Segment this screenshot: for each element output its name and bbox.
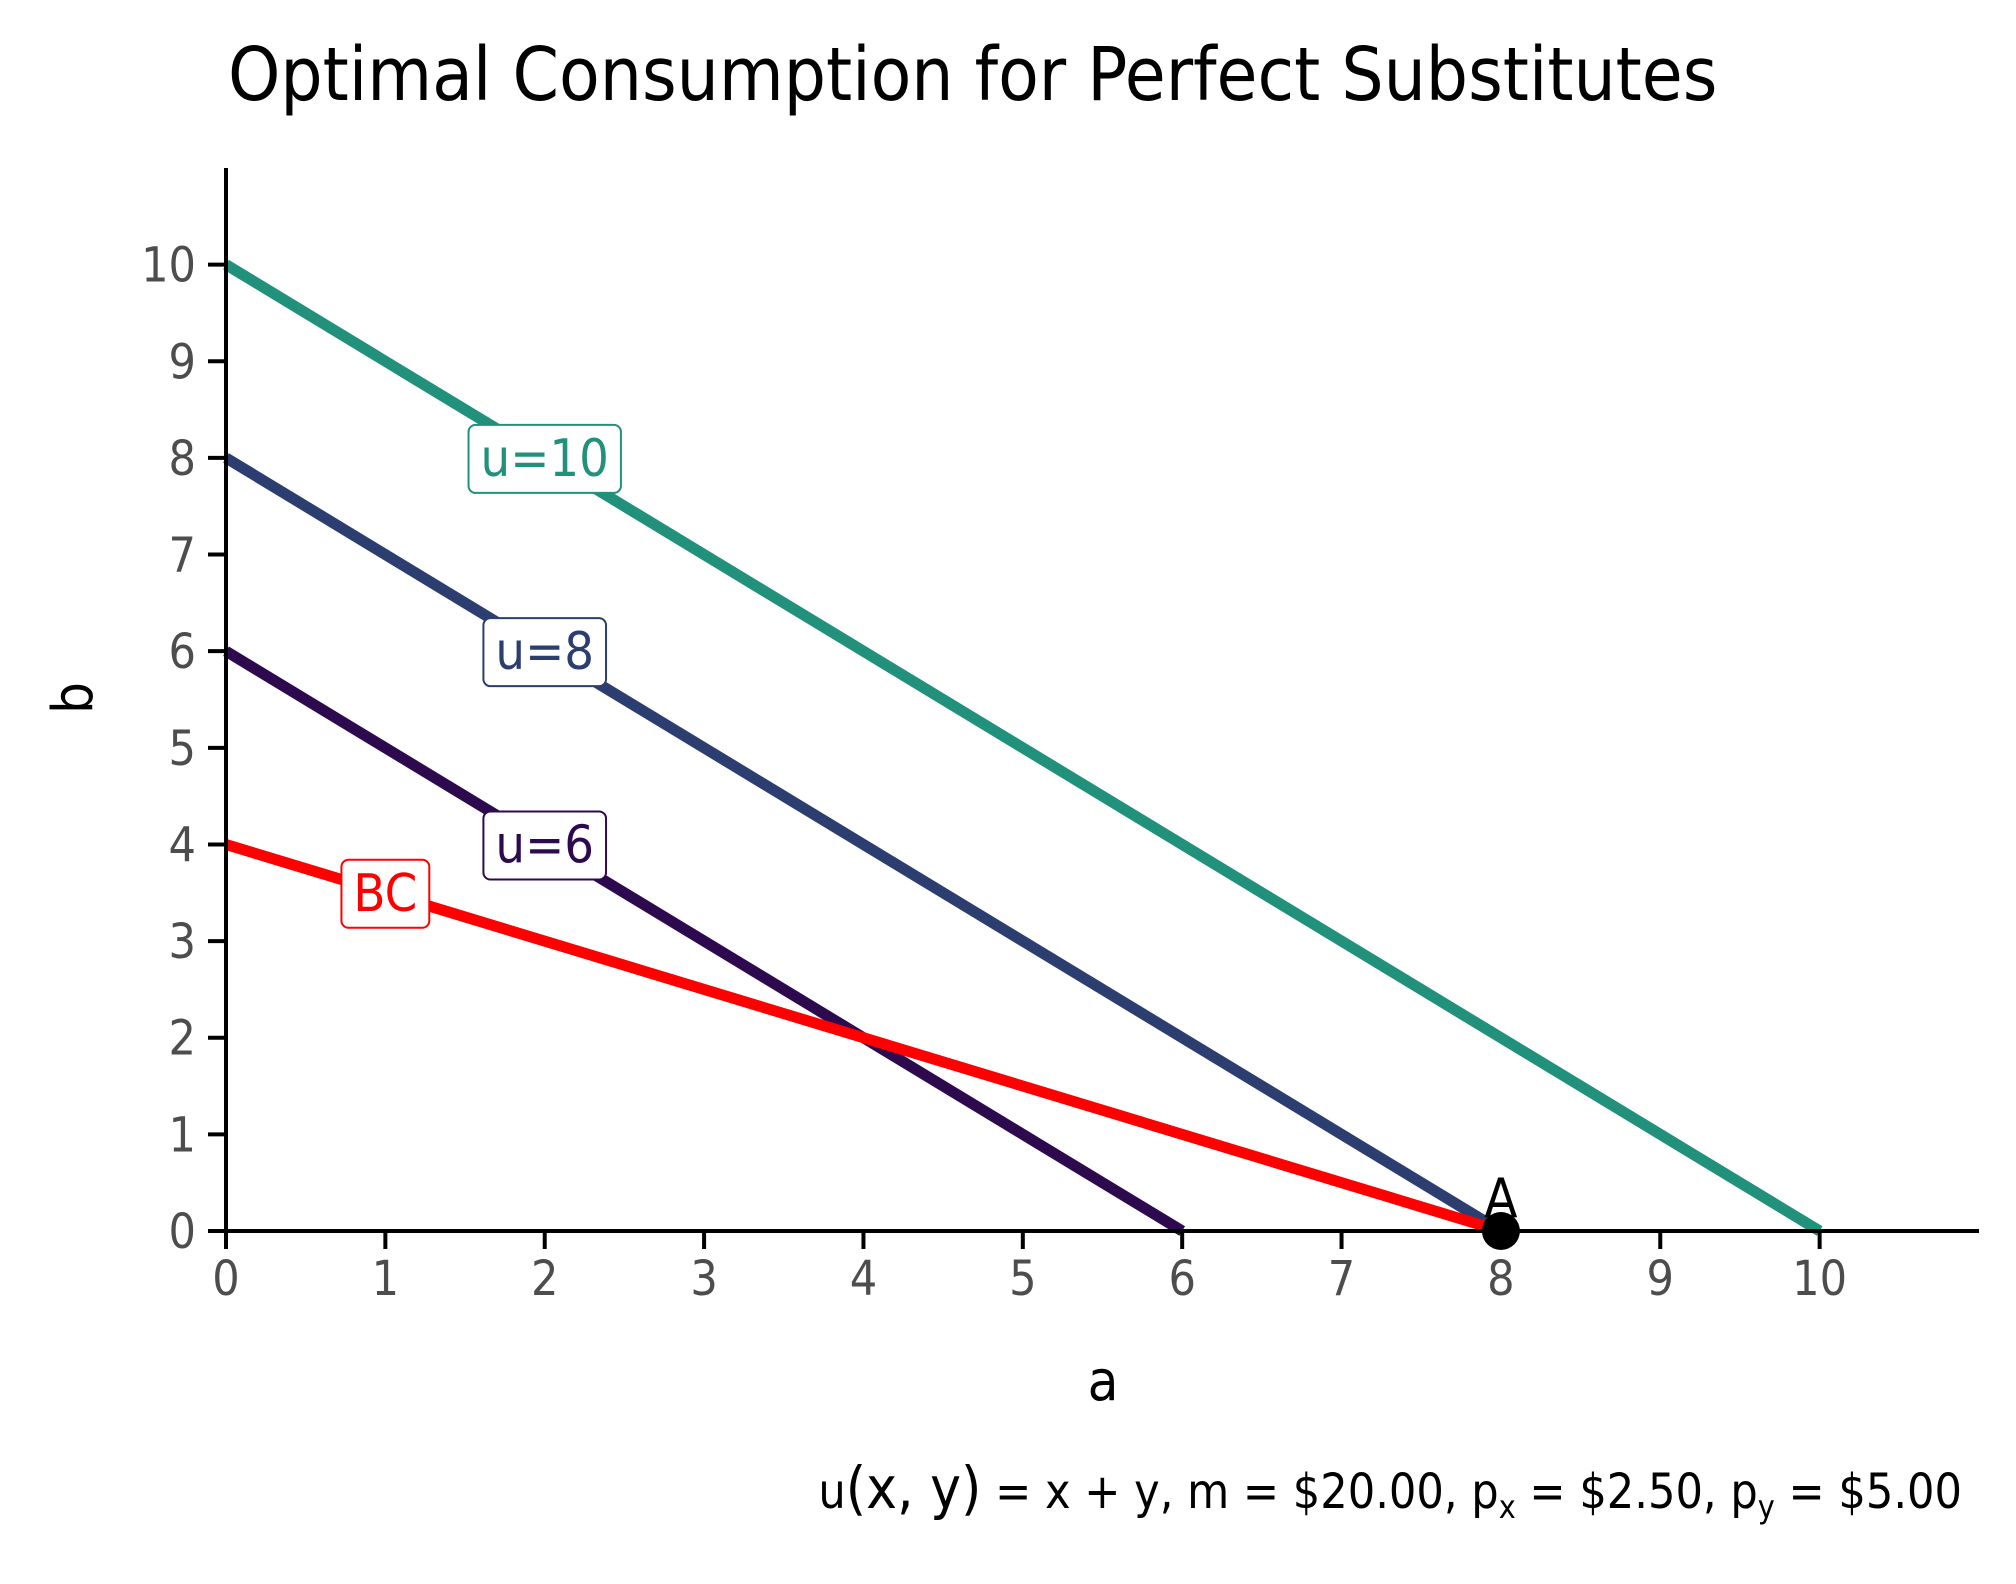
points: A xyxy=(1481,1167,1520,1250)
series-label-text-2: u=6 xyxy=(495,815,594,875)
x-tick-label: 2 xyxy=(531,1251,558,1307)
y-tick-label: 10 xyxy=(141,238,196,294)
y-tick-label: 0 xyxy=(169,1204,196,1260)
x-tick-label: 10 xyxy=(1792,1251,1847,1307)
series-line-2 xyxy=(223,646,1186,1236)
y-axis-title: b xyxy=(41,682,106,714)
x-axis-title: a xyxy=(1088,1349,1119,1414)
y-tick-label: 4 xyxy=(169,817,196,873)
point-label-0: A xyxy=(1484,1167,1517,1230)
y-tick-label: 2 xyxy=(169,1011,196,1067)
caption-u-fn: u xyxy=(818,1464,845,1520)
x-tick-label: 7 xyxy=(1328,1251,1355,1307)
series-label-2: u=6 xyxy=(482,810,608,881)
caption-py-sub: y xyxy=(1758,1488,1775,1526)
plot-lines xyxy=(223,259,1823,1237)
y-tick-label: 8 xyxy=(169,431,196,487)
x-tick-label: 8 xyxy=(1487,1251,1514,1307)
series-label-text-3: BC xyxy=(353,864,417,924)
series-label-box-2 xyxy=(482,810,608,881)
series-label-1: u=8 xyxy=(482,617,608,688)
caption-eq: = x + y, m = $20.00, p xyxy=(981,1464,1498,1520)
x-tick-label: 9 xyxy=(1647,1251,1674,1307)
x-tick-label: 6 xyxy=(1168,1251,1195,1307)
x-tick-label: 1 xyxy=(372,1251,399,1307)
y-tick-label: 6 xyxy=(169,624,196,680)
y-tick-label: 7 xyxy=(169,528,196,584)
series-line-1 xyxy=(223,453,1504,1236)
series-label-box-0 xyxy=(467,423,622,494)
x-tick-label: 0 xyxy=(212,1251,239,1307)
series-label-text-1: u=8 xyxy=(495,622,594,682)
series-label-box-3 xyxy=(340,858,431,929)
series-label-0: u=10 xyxy=(467,423,622,494)
series-label-box-1 xyxy=(482,617,608,688)
caption: u(x, y) = x + y, m = $20.00, px = $2.50,… xyxy=(818,1454,1962,1526)
series-label-text-0: u=10 xyxy=(481,429,609,489)
y-tick-label: 5 xyxy=(169,721,196,777)
series-labels: u=10 u=8 u=6 BC xyxy=(340,423,622,929)
series-line-3 xyxy=(224,839,1503,1237)
caption-px-sub: x xyxy=(1499,1488,1516,1526)
caption-px-val: = $2.50, p xyxy=(1516,1464,1758,1520)
x-tick-label: 4 xyxy=(850,1251,877,1307)
y-tick-label: 3 xyxy=(169,914,196,970)
x-tick-label: 5 xyxy=(1009,1251,1036,1307)
point-marker-0 xyxy=(1481,1212,1520,1250)
chart-title: Optimal Consumption for Perfect Substitu… xyxy=(228,32,1717,118)
axes: 0 1 2 3 4 5 6 7 8 9 10 0 1 2 3 4 5 6 7 8 9 10 xyxy=(141,168,1979,1307)
caption-u-args: (x, y) xyxy=(846,1454,982,1522)
caption-py-val: = $5.00 xyxy=(1775,1464,1962,1520)
series-label-3: BC xyxy=(340,858,431,929)
y-tick-label: 1 xyxy=(169,1107,196,1163)
x-tick-label: 3 xyxy=(690,1251,717,1307)
y-tick-label: 9 xyxy=(169,334,196,390)
